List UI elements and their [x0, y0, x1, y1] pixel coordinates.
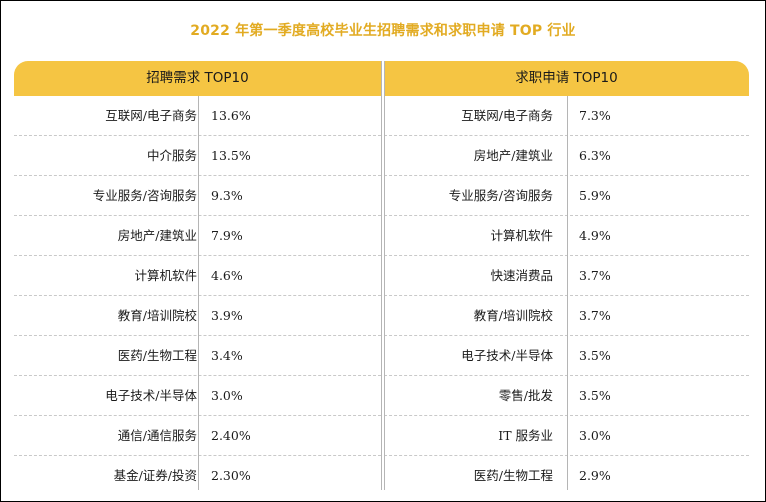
industry-value: 6.3%: [579, 148, 611, 163]
recruit-table: 招聘需求 TOP10 互联网/电子商务 13.6% 中介服务 13.5% 专业服…: [14, 61, 381, 495]
table-row: 电子技术/半导体 3.0%: [14, 376, 381, 416]
panel-separator: [381, 61, 382, 490]
industry-value: 3.9%: [211, 308, 243, 323]
industry-value: 9.3%: [211, 188, 243, 203]
column-divider: [567, 96, 568, 490]
panel-separator: [384, 61, 385, 490]
column-divider: [198, 96, 199, 490]
industry-value: 2.30%: [211, 468, 251, 483]
table-row: 基金/证券/投资 2.30%: [14, 456, 381, 495]
industry-value: 3.4%: [211, 348, 243, 363]
table-row: IT 服务业 3.0%: [384, 416, 749, 456]
industry-value: 3.7%: [579, 308, 611, 323]
industry-name: 教育/培训院校: [473, 308, 553, 323]
industry-name: IT 服务业: [498, 428, 553, 443]
table-row: 医药/生物工程 3.4%: [14, 336, 381, 376]
industry-name: 房地产/建筑业: [473, 148, 553, 163]
table-row: 快速消费品 3.7%: [384, 256, 749, 296]
industry-value: 3.5%: [579, 348, 611, 363]
industry-name: 教育/培训院校: [117, 308, 197, 323]
industry-value: 3.7%: [579, 268, 611, 283]
industry-name: 零售/批发: [498, 388, 553, 403]
industry-value: 7.3%: [579, 108, 611, 123]
table-row: 通信/通信服务 2.40%: [14, 416, 381, 456]
industry-name: 专业服务/咨询服务: [92, 188, 197, 203]
apply-table: 求职申请 TOP10 互联网/电子商务 7.3% 房地产/建筑业 6.3% 专业…: [384, 61, 749, 495]
industry-name: 基金/证券/投资: [113, 468, 197, 483]
industry-value: 3.0%: [211, 388, 243, 403]
industry-name: 医药/生物工程: [117, 348, 197, 363]
apply-table-header: 求职申请 TOP10: [384, 61, 749, 96]
table-row: 互联网/电子商务 7.3%: [384, 96, 749, 136]
industry-name: 电子技术/半导体: [461, 348, 553, 363]
industry-value: 7.9%: [211, 228, 243, 243]
industry-value: 5.9%: [579, 188, 611, 203]
table-row: 房地产/建筑业 7.9%: [14, 216, 381, 256]
industry-name: 互联网/电子商务: [461, 108, 553, 123]
table-row: 教育/培训院校 3.7%: [384, 296, 749, 336]
industry-name: 通信/通信服务: [117, 428, 197, 443]
industry-value: 3.5%: [579, 388, 611, 403]
industry-value: 3.0%: [579, 428, 611, 443]
industry-name: 房地产/建筑业: [117, 228, 197, 243]
page-title: 2022 年第一季度高校毕业生招聘需求和求职申请 TOP 行业: [190, 23, 576, 39]
industry-name: 医药/生物工程: [473, 468, 553, 483]
table-row: 计算机软件 4.9%: [384, 216, 749, 256]
industry-name: 专业服务/咨询服务: [448, 188, 553, 203]
industry-name: 快速消费品: [490, 268, 553, 283]
table-row: 房地产/建筑业 6.3%: [384, 136, 749, 176]
industry-name: 中介服务: [146, 148, 197, 163]
table-row: 教育/培训院校 3.9%: [14, 296, 381, 336]
industry-name: 计算机软件: [134, 268, 197, 283]
industry-value: 2.40%: [211, 428, 251, 443]
table-row: 计算机软件 4.6%: [14, 256, 381, 296]
table-row: 专业服务/咨询服务 5.9%: [384, 176, 749, 216]
table-row: 零售/批发 3.5%: [384, 376, 749, 416]
table-row: 医药/生物工程 2.9%: [384, 456, 749, 495]
table-row: 互联网/电子商务 13.6%: [14, 96, 381, 136]
industry-value: 4.9%: [579, 228, 611, 243]
industry-value: 2.9%: [579, 468, 611, 483]
industry-value: 13.5%: [211, 148, 251, 163]
industry-value: 4.6%: [211, 268, 243, 283]
table-row: 中介服务 13.5%: [14, 136, 381, 176]
industry-value: 13.6%: [211, 108, 251, 123]
recruit-table-header: 招聘需求 TOP10: [14, 61, 381, 96]
industry-name: 电子技术/半导体: [105, 388, 197, 403]
table-row: 电子技术/半导体 3.5%: [384, 336, 749, 376]
industry-name: 互联网/电子商务: [105, 108, 197, 123]
industry-name: 计算机软件: [490, 228, 553, 243]
table-row: 专业服务/咨询服务 9.3%: [14, 176, 381, 216]
